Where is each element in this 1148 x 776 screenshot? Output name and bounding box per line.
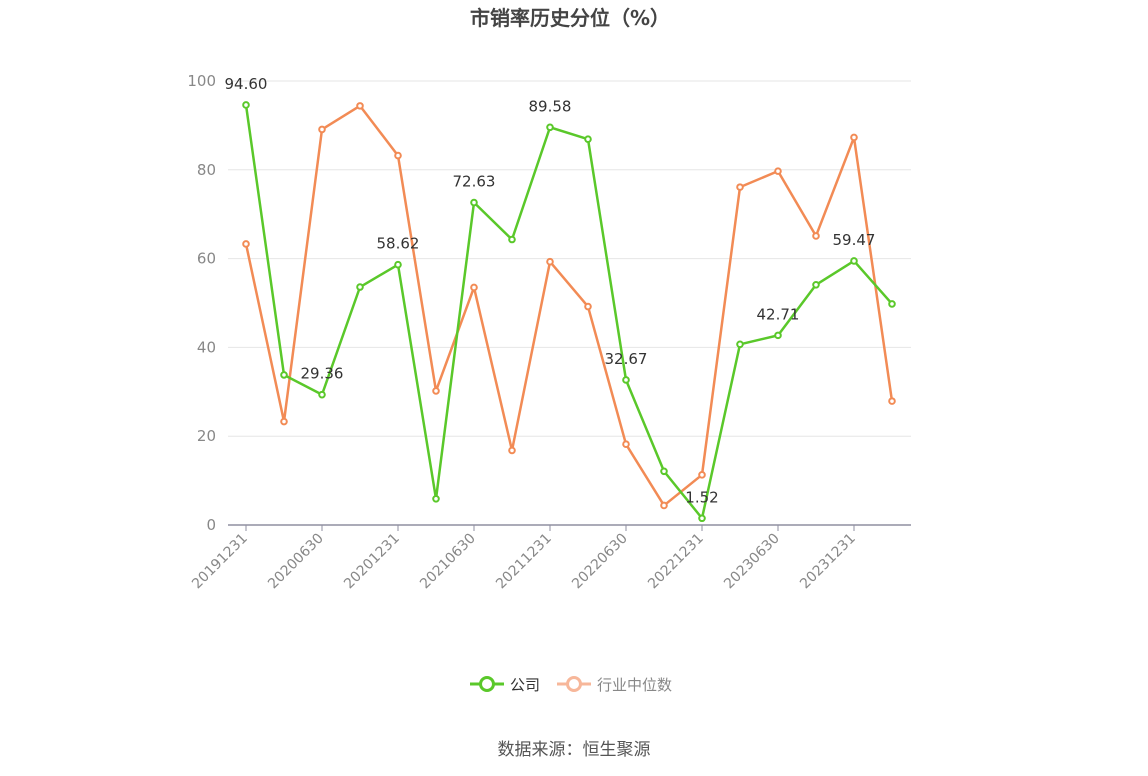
data-point-company[interactable] — [356, 283, 364, 291]
data-point-industry[interactable] — [470, 283, 478, 292]
data-point-industry[interactable] — [736, 183, 744, 191]
data-point-company[interactable] — [546, 123, 554, 132]
data-point-industry[interactable] — [280, 417, 288, 426]
data-point-industry[interactable] — [774, 167, 782, 175]
data-label-company: 32.67 — [605, 350, 648, 368]
data-point-industry[interactable] — [812, 232, 820, 240]
x-tick-label: 20211231 — [493, 531, 555, 593]
grid — [228, 80, 911, 437]
data-point-industry[interactable] — [242, 240, 250, 248]
data-point-company[interactable] — [660, 467, 668, 476]
x-tick-label: 20230630 — [721, 531, 783, 593]
y-tick-label: 40 — [197, 338, 216, 356]
data-point-company[interactable] — [812, 280, 820, 289]
y-tick-label: 20 — [197, 427, 216, 445]
x-tick-label: 20201231 — [341, 531, 403, 593]
data-label-company: 59.47 — [833, 231, 876, 249]
data-point-company[interactable] — [242, 101, 250, 109]
data-point-company[interactable] — [470, 198, 478, 207]
data-labels: 94.60 29.36 58.62 72.63 89.58 32.67 1.52 42.71 5… — [225, 75, 876, 506]
series-line-industry — [244, 104, 894, 507]
x-tick-label: 20191231 — [189, 531, 251, 593]
data-point-company[interactable] — [888, 300, 896, 308]
data-point-company[interactable] — [698, 514, 706, 523]
data-point-industry[interactable] — [660, 501, 668, 510]
data-point-company[interactable] — [774, 331, 782, 340]
data-label-company: 1.52 — [685, 488, 718, 506]
y-tick-label: 80 — [197, 161, 216, 179]
data-point-company[interactable] — [850, 257, 858, 265]
data-point-industry[interactable] — [622, 440, 630, 448]
data-point-company[interactable] — [508, 235, 516, 244]
source-note: 数据来源：恒生聚源 — [498, 740, 651, 760]
data-label-company: 29.36 — [301, 365, 344, 383]
x-tick-label: 20210630 — [417, 531, 479, 593]
data-label-company: 42.71 — [757, 305, 800, 323]
y-tick-label: 100 — [187, 72, 216, 90]
x-tick-label: 20231231 — [797, 531, 859, 593]
legend[interactable]: 公司 行业中位数 — [470, 676, 672, 694]
legend-marker-industry — [566, 676, 582, 692]
data-point-industry[interactable] — [584, 302, 592, 311]
data-point-industry[interactable] — [394, 151, 402, 160]
data-point-industry[interactable] — [356, 102, 364, 110]
data-point-company[interactable] — [280, 371, 288, 379]
data-point-company[interactable] — [622, 376, 630, 384]
x-tick-label: 20220630 — [569, 531, 631, 593]
data-point-industry[interactable] — [318, 125, 326, 134]
data-point-industry[interactable] — [698, 471, 706, 479]
x-tick-label: 20200630 — [265, 531, 327, 593]
legend-item-company[interactable]: 公司 — [470, 676, 540, 694]
data-point-company[interactable] — [394, 260, 402, 269]
y-tick-label: 60 — [197, 250, 216, 268]
data-label-company: 72.63 — [453, 173, 496, 191]
data-label-company: 94.60 — [225, 75, 268, 93]
data-point-industry[interactable] — [508, 446, 516, 455]
data-point-company[interactable] — [736, 340, 744, 349]
legend-label-company: 公司 — [510, 676, 540, 694]
data-point-industry[interactable] — [850, 133, 858, 142]
data-label-company: 89.58 — [529, 97, 572, 115]
data-point-company[interactable] — [432, 495, 440, 503]
legend-label-industry: 行业中位数 — [597, 676, 672, 694]
series-line-company — [244, 104, 893, 520]
data-label-company: 58.62 — [377, 235, 420, 253]
chart-title: 市销率历史分位（%） — [470, 6, 670, 30]
legend-item-industry[interactable]: 行业中位数 — [557, 676, 672, 694]
data-point-industry[interactable] — [888, 397, 896, 405]
data-point-company[interactable] — [584, 135, 592, 143]
data-point-company[interactable] — [318, 390, 326, 399]
data-point-industry[interactable] — [432, 387, 440, 395]
y-tick-label: 0 — [206, 516, 216, 534]
series-layer — [242, 101, 896, 523]
legend-marker-company — [479, 676, 495, 692]
x-tick-label: 20221231 — [645, 531, 707, 593]
data-point-industry[interactable] — [546, 257, 554, 266]
